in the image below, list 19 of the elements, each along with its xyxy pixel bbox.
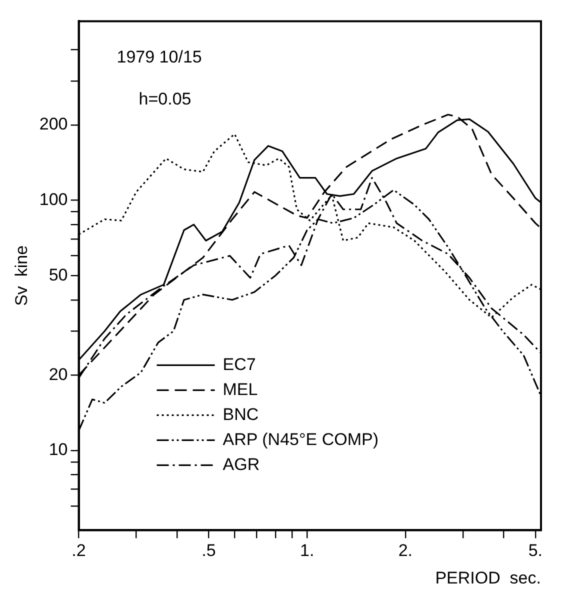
x-tick-label: .5 bbox=[202, 541, 216, 560]
y-tick-label: 200 bbox=[39, 114, 68, 134]
x-tick-label: 2. bbox=[398, 541, 413, 560]
x-tick-label: 5. bbox=[528, 541, 543, 560]
y-tick-label: 20 bbox=[48, 364, 68, 384]
annotation: h=0.05 bbox=[138, 89, 192, 108]
legend-label: AGR bbox=[222, 454, 260, 474]
legend-label: ARP (N45°E COMP) bbox=[222, 430, 379, 449]
legend-label: MEL bbox=[222, 380, 258, 399]
x-tick-label: 1. bbox=[300, 541, 314, 560]
x-axis-title: PERIOD sec. bbox=[435, 568, 541, 588]
legend-label: BNC bbox=[222, 404, 259, 424]
legend-label: EC7 bbox=[222, 354, 256, 374]
y-tick-label: 10 bbox=[48, 440, 68, 460]
y-tick-label: 100 bbox=[39, 190, 68, 209]
x-tick-label: .2 bbox=[72, 541, 86, 560]
y-axis-title: Sv kine bbox=[12, 245, 31, 306]
annotation: 1979 10/15 bbox=[116, 47, 202, 66]
y-tick-label: 50 bbox=[48, 265, 68, 284]
